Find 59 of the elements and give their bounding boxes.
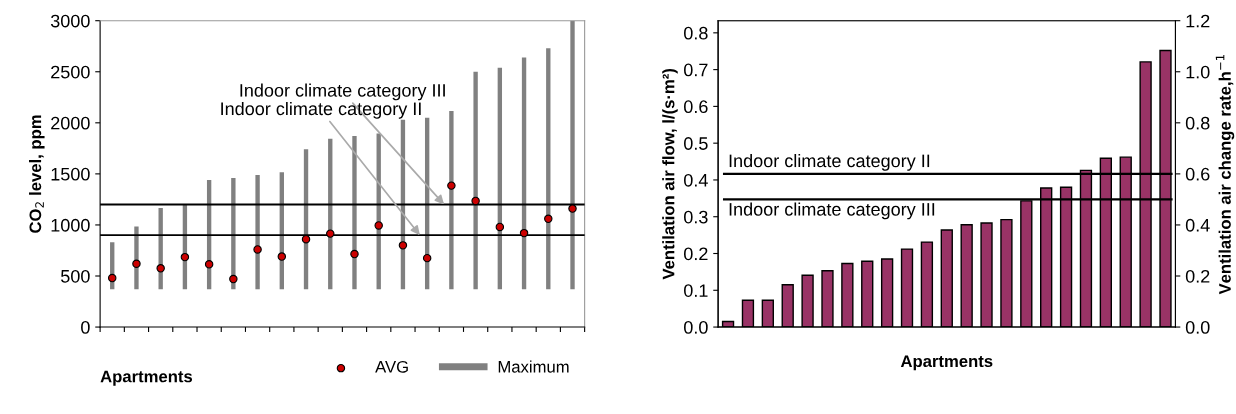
y-tick-label: 0.7 <box>684 63 708 77</box>
point <box>350 249 359 259</box>
y2-tick-label: 1.2 <box>1186 14 1210 28</box>
y2-tick-label: 1.0 <box>1186 65 1210 79</box>
y-tick-label: 500 <box>60 269 90 283</box>
ref-line-label: Indoor climate category II <box>221 101 421 119</box>
point <box>204 260 214 269</box>
y-tick-label: 2000 <box>51 116 90 130</box>
point <box>519 228 529 238</box>
point <box>156 264 165 273</box>
y-tick-label: 0.0 <box>684 320 708 334</box>
y-tick-label: 1000 <box>51 218 90 232</box>
point <box>471 196 480 206</box>
y-tick-label: 0.6 <box>684 100 708 114</box>
bar <box>255 174 260 290</box>
point <box>132 259 141 268</box>
point <box>326 229 335 238</box>
point <box>398 241 408 250</box>
bar <box>352 136 357 290</box>
point <box>107 273 117 283</box>
point <box>495 222 505 232</box>
y-tick-label: 3000 <box>50 14 90 28</box>
y2-tick-label: 0.8 <box>1185 116 1210 130</box>
y-tick-label: 0.1 <box>684 284 708 297</box>
y-tick-label: 0 <box>81 320 90 334</box>
y2-tick-label: 0.6 <box>1185 167 1210 181</box>
y-tick-label: 2500 <box>51 65 90 79</box>
y-tick-label: 0.2 <box>684 247 708 261</box>
y2-tick-label: 0.4 <box>1185 218 1210 232</box>
point <box>374 221 383 230</box>
legend-label: AVG <box>375 360 408 373</box>
x-axis-title: Apartments <box>900 355 993 371</box>
point <box>447 181 456 190</box>
bar <box>449 111 454 290</box>
bar <box>473 71 478 290</box>
legend-label: Maximum <box>498 360 569 373</box>
point <box>180 252 190 262</box>
x-axis-title: Apartments <box>100 370 193 386</box>
y2-tick-label: 0.0 <box>1185 320 1210 334</box>
point <box>544 214 553 224</box>
y2-tick-label: 0.2 <box>1185 269 1210 283</box>
ref-line-label: Indoor climate category III <box>240 83 445 101</box>
y2-axis-title: Ventilation air change rate,h$^{−1}$ <box>1215 54 1235 295</box>
ref-line-label: Indoor climate category III <box>729 202 935 220</box>
point <box>422 253 432 263</box>
y-tick-label: 1500 <box>51 167 90 181</box>
y-axis-title: CO$_{2}$ level, ppm <box>29 115 45 233</box>
point <box>229 274 238 284</box>
y-tick-label: 0.3 <box>684 210 708 224</box>
point <box>253 245 262 254</box>
point <box>568 204 577 213</box>
y-tick-label: 0.5 <box>684 137 708 150</box>
point <box>301 235 311 244</box>
bar <box>570 20 575 290</box>
point <box>277 252 287 261</box>
y-axis-title: Ventilation air flow, l/(s·m²) <box>662 68 678 280</box>
ref-line-label: Indoor climate category II <box>729 153 930 171</box>
y-tick-label: 0.8 <box>684 26 708 40</box>
y-tick-label: 0.4 <box>684 173 708 187</box>
